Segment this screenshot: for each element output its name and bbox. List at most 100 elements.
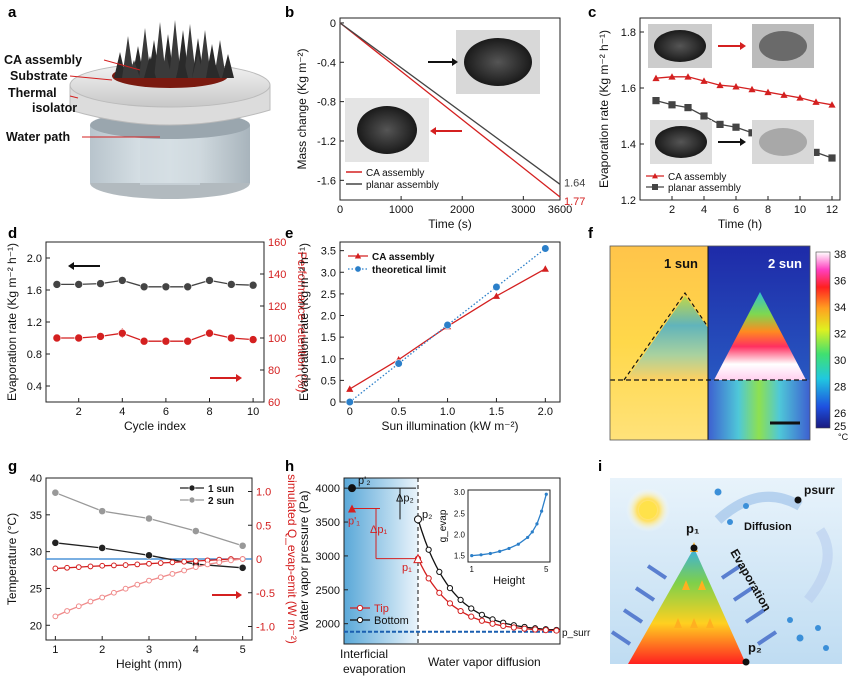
colorbar <box>815 251 831 429</box>
y-tick-label: 20 <box>30 620 42 632</box>
y-tick-label: 1.0 <box>321 354 336 366</box>
x-tick-label: 1.0 <box>440 406 455 418</box>
data-point <box>684 73 692 80</box>
data-point <box>425 575 432 582</box>
legend-label: planar assembly <box>366 180 439 191</box>
data-point <box>443 320 452 330</box>
label-2sun: 2 sun <box>768 256 802 271</box>
ca-cone <box>169 20 181 78</box>
label-p1: p₁ <box>402 562 412 574</box>
leader-ca <box>103 59 141 71</box>
legend-marker <box>356 604 364 612</box>
data-point <box>98 507 107 516</box>
data-point <box>96 279 105 288</box>
data-point <box>64 564 70 571</box>
data-point <box>157 560 164 566</box>
panel-letter-i: i <box>598 458 602 475</box>
data-point <box>652 97 660 105</box>
inset-point <box>516 542 520 546</box>
evap-arrow-left <box>610 630 632 646</box>
cone-triangle <box>628 548 746 664</box>
data-point <box>118 328 127 338</box>
y-tick-label: 0.8 <box>27 349 42 361</box>
data-point <box>248 335 258 344</box>
x-tick-label: 10 <box>247 406 259 418</box>
inset-y-tick-label: 1.5 <box>454 552 466 561</box>
data-point <box>75 564 82 570</box>
x-tick-label: 8 <box>765 204 771 216</box>
legend-label: planar assembly <box>668 183 741 194</box>
y-tick-label: 0 <box>330 397 336 409</box>
inset-point <box>498 549 502 554</box>
data-point <box>188 496 196 504</box>
data-point <box>169 559 176 566</box>
data-point <box>145 514 153 523</box>
y2-axis-title: Performance retention (%) <box>295 252 309 393</box>
label-water-path: Water path <box>6 130 70 144</box>
data-point <box>780 91 788 98</box>
data-point <box>668 73 676 80</box>
data-point <box>468 605 475 612</box>
x-tick-label: 1000 <box>389 204 413 216</box>
data-point <box>492 292 501 299</box>
evap-arrow-right <box>756 630 778 646</box>
data-point <box>652 184 658 190</box>
data-point <box>716 120 724 128</box>
evap-arrow-left <box>646 564 668 580</box>
y-tick-label: 2000 <box>316 619 340 631</box>
ca-cone-array <box>114 20 234 78</box>
region-label-interfacial-2: evaporation <box>343 662 406 676</box>
y-tick-label: 1.6 <box>27 285 42 297</box>
panel-e: e 0 0.5 1.0 1.5 2.0 0 0.5 1.0 1.5 2.0 2.5 3.0 3.5 Sun… <box>285 225 561 433</box>
inset-point <box>488 551 492 556</box>
data-point <box>500 622 507 630</box>
chart-d: 2 4 6 8 10 0.4 0.8 1.2 1.6 2.0 Cycle index Evaporat… <box>5 237 309 433</box>
x-axis-title: Cycle index <box>124 419 186 433</box>
x-tick-label: 2.0 <box>538 406 553 418</box>
end-label: 1.77 <box>564 196 585 208</box>
evap-arrow-left <box>634 586 656 602</box>
ca-cone <box>184 24 196 78</box>
x-tick-label: 3 <box>146 644 152 656</box>
colorbar-unit: °C <box>838 432 849 442</box>
inset-x-title: Height <box>493 575 525 587</box>
ca-cone <box>222 54 234 78</box>
data-point <box>468 613 475 620</box>
label-ca-assembly: CA assembly <box>4 53 82 67</box>
data-point <box>205 328 214 338</box>
data-point <box>446 600 454 607</box>
data-point <box>52 613 59 620</box>
label-p2: p₂ <box>422 509 432 521</box>
panel-h: h 2000 2500 3000 3500 4000 Water vapor pressu… <box>285 458 591 676</box>
y2-axis-title: simulated Q_evap-emit (W m⁻²) <box>285 474 299 644</box>
y-tick-label: 2.0 <box>27 253 42 265</box>
ca-cone <box>144 56 156 78</box>
data-point <box>139 336 149 346</box>
legend-label: 2 sun <box>208 496 234 507</box>
plot-frame <box>339 241 561 403</box>
data-point <box>446 584 454 592</box>
data-point <box>425 546 432 553</box>
legend-label: Bottom <box>374 615 409 627</box>
data-point <box>436 568 443 576</box>
series-line <box>655 76 833 106</box>
y-tick-label: 3.0 <box>321 267 336 279</box>
region-label-diffusion: Water vapor diffusion <box>428 655 541 669</box>
leader-isolator <box>69 95 79 99</box>
data-point <box>239 556 246 562</box>
panel-letter-a: a <box>8 4 17 21</box>
y-tick-label: 1.4 <box>621 139 636 151</box>
data-point <box>192 558 199 564</box>
y-tick-label: 2.5 <box>321 289 336 301</box>
inset-point <box>540 509 544 513</box>
inset-y-tick-label: 2.5 <box>454 509 466 518</box>
data-point <box>668 101 676 109</box>
inset-point <box>507 546 511 551</box>
data-point <box>145 551 153 560</box>
data-point <box>139 282 149 292</box>
y2-tick-label: 100 <box>268 333 286 345</box>
data-point <box>542 627 549 634</box>
panel-i: i p₁ p₂ psurr Diffusion Evaporation <box>598 458 842 666</box>
y2-tick-label: 160 <box>268 237 286 249</box>
panel-d: d 2 4 6 8 10 0.4 0.8 1.2 1.6 2.0 Cycle index Evapor… <box>5 225 309 433</box>
